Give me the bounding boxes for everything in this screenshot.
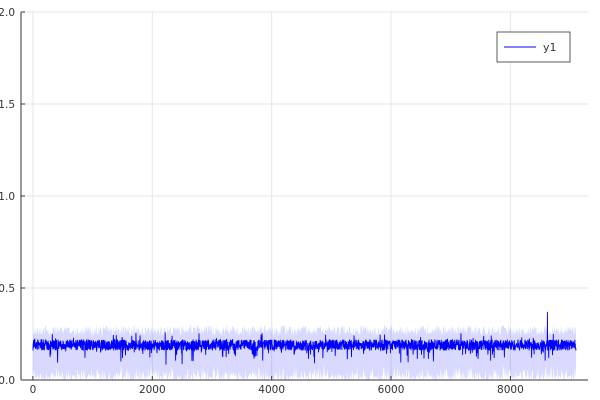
x-tick-label: 6000 xyxy=(378,384,405,396)
series-layer xyxy=(32,311,577,365)
y-tick-label: 0.0 xyxy=(0,375,15,387)
series-y1-ribbon xyxy=(32,324,577,380)
legend-label-y1: y1 xyxy=(543,41,557,54)
x-tick-label: 8000 xyxy=(497,384,524,396)
confidence-ribbon xyxy=(32,324,577,380)
series-y1-line xyxy=(32,311,577,365)
x-tick-label: 0 xyxy=(30,384,37,396)
y-tick-label: 0.5 xyxy=(0,283,15,295)
legend: y1 xyxy=(496,31,571,63)
x-tick-label: 4000 xyxy=(258,384,285,396)
y-axis-ticks: 0.0 0.5 1.0 1.5 2.0 xyxy=(0,7,25,387)
x-axis-ticks: 0 2000 4000 6000 8000 xyxy=(30,376,524,396)
x-tick-label: 2000 xyxy=(139,384,166,396)
y-tick-label: 1.5 xyxy=(0,99,15,111)
y-tick-label: 1.0 xyxy=(0,191,15,203)
y-tick-label: 2.0 xyxy=(0,7,15,19)
